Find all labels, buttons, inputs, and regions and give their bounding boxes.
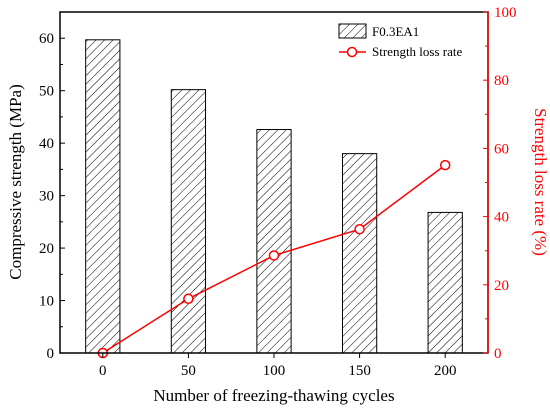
x-tick-label-200: 200 [434, 363, 457, 379]
left-tick-label-30: 30 [39, 189, 54, 205]
left-axis: 0 10 20 30 40 50 60 [39, 31, 65, 362]
legend: F0.3EA1 Strength loss rate [338, 23, 462, 59]
x-tick-label-50: 50 [181, 363, 196, 379]
right-tick-label-60: 60 [494, 141, 509, 157]
right-tick-label-80: 80 [494, 73, 509, 89]
x-tick-label-100: 100 [263, 363, 286, 379]
left-tick-label-10: 10 [39, 294, 54, 310]
right-axis: 0 20 40 60 80 100 [483, 5, 517, 362]
right-tick-label-0: 0 [494, 346, 502, 362]
right-axis-title: Strength loss rate (%) [531, 108, 550, 256]
left-axis-title: Compressive strength (MPa) [6, 84, 25, 279]
x-tick-label-0: 0 [99, 363, 107, 379]
left-tick-label-50: 50 [39, 84, 54, 100]
right-tick-label-20: 20 [494, 278, 509, 294]
legend-bar-swatch [338, 23, 367, 39]
left-tick-label-0: 0 [47, 346, 55, 362]
bar-100 [256, 129, 292, 354]
left-tick-label-40: 40 [39, 136, 54, 152]
x-axis: 0 50 100 150 200 [99, 353, 456, 379]
right-tick-label-40: 40 [494, 210, 509, 226]
bars-layer [85, 39, 463, 354]
x-tick-label-150: 150 [348, 363, 371, 379]
line-layer [97, 159, 451, 359]
bar-0 [85, 39, 121, 354]
left-tick-label-60: 60 [39, 31, 54, 47]
legend-line-label: Strength loss rate [372, 44, 462, 59]
legend-bar-label: F0.3EA1 [372, 24, 419, 39]
right-tick-label-100: 100 [494, 5, 517, 21]
left-tick-label-20: 20 [39, 241, 54, 257]
strength-loss-point-100 [268, 250, 280, 261]
legend-line-marker [346, 46, 358, 58]
strength-loss-point-150 [354, 223, 365, 235]
strength-loss-point-50 [183, 293, 194, 305]
bar-50 [170, 89, 207, 354]
x-axis-title: Number of freezing-thawing cycles [153, 386, 394, 405]
bar-200 [427, 211, 463, 354]
strength-loss-point-200 [439, 159, 451, 171]
bar-150 [341, 153, 378, 354]
